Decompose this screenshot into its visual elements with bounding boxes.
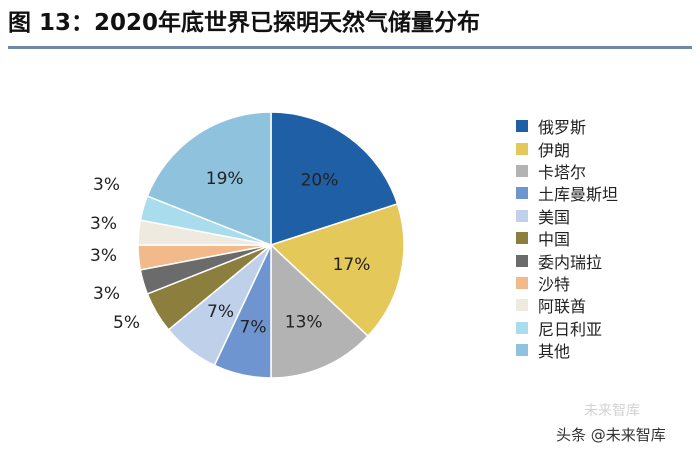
slice-data-label: 5% bbox=[113, 313, 140, 333]
legend-swatch bbox=[516, 187, 528, 200]
watermark: 未来智库 bbox=[584, 403, 640, 419]
slice-data-label: 7% bbox=[207, 302, 234, 322]
pie-slice bbox=[269, 202, 405, 338]
pie-slice bbox=[270, 243, 370, 379]
legend: 俄罗斯 伊朗 卡塔尔土库曼斯坦 美国中国 委内瑞拉 沙特阿联酋 尼日利亚其他 bbox=[516, 115, 686, 361]
legend-label: 沙特 bbox=[538, 274, 571, 294]
source-label: 头条 @未来智库 bbox=[556, 425, 666, 444]
legend-label: 阿联酋 bbox=[538, 297, 587, 317]
legend-swatch bbox=[516, 232, 528, 245]
legend-swatch bbox=[516, 299, 528, 312]
legend-swatch bbox=[516, 276, 528, 289]
legend-item: 伊朗 bbox=[516, 137, 686, 160]
legend-swatch bbox=[516, 120, 528, 133]
legend-item: 沙特 bbox=[516, 272, 686, 294]
legend-item: 俄罗斯 bbox=[516, 115, 686, 137]
slice-data-label: 19% bbox=[206, 169, 244, 189]
legend-swatch bbox=[516, 164, 528, 177]
legend-item: 其他 bbox=[516, 339, 686, 361]
legend-item: 土库曼斯坦 bbox=[516, 182, 686, 204]
legend-item: 尼日利亚 bbox=[516, 317, 686, 339]
slice-data-label: 13% bbox=[285, 313, 323, 333]
legend-swatch bbox=[516, 254, 528, 267]
slice-data-label: 7% bbox=[240, 318, 267, 338]
legend-swatch bbox=[516, 209, 528, 222]
legend-label: 委内瑞拉 bbox=[538, 252, 603, 272]
legend-label: 美国 bbox=[538, 207, 571, 227]
slice-data-label: 20% bbox=[301, 170, 339, 190]
slice-data-label: 3% bbox=[90, 246, 117, 266]
legend-item: 美国 bbox=[516, 205, 686, 227]
legend-item: 中国 bbox=[516, 227, 686, 249]
pie-slice bbox=[270, 111, 399, 247]
legend-label: 中国 bbox=[538, 230, 571, 250]
legend-item: 卡塔尔 bbox=[516, 160, 686, 182]
legend-label: 其他 bbox=[538, 342, 571, 362]
legend-item: 阿联酋 bbox=[516, 294, 686, 316]
chart-title: 图 13：2020年底世界已探明天然气储量分布 bbox=[8, 10, 481, 36]
legend-item: 委内瑞拉 bbox=[516, 249, 686, 272]
footer: 未来智库 头条 @未来智库 bbox=[556, 403, 666, 448]
legend-label: 尼日利亚 bbox=[538, 319, 603, 339]
title-block: 图 13：2020年底世界已探明天然气储量分布 bbox=[8, 8, 692, 49]
legend-swatch bbox=[516, 344, 528, 357]
slice-data-label: 3% bbox=[93, 175, 120, 195]
legend-swatch bbox=[516, 142, 528, 155]
legend-label: 俄罗斯 bbox=[538, 118, 587, 138]
legend-swatch bbox=[516, 321, 528, 334]
slice-data-label: 3% bbox=[90, 214, 117, 234]
slice-data-label: 17% bbox=[333, 255, 371, 275]
title-divider bbox=[8, 46, 692, 49]
legend-label: 土库曼斯坦 bbox=[538, 185, 619, 205]
legend-label: 卡塔尔 bbox=[538, 162, 587, 182]
legend-label: 伊朗 bbox=[538, 140, 571, 160]
pie-slice bbox=[146, 111, 272, 247]
slice-data-label: 3% bbox=[93, 284, 120, 304]
